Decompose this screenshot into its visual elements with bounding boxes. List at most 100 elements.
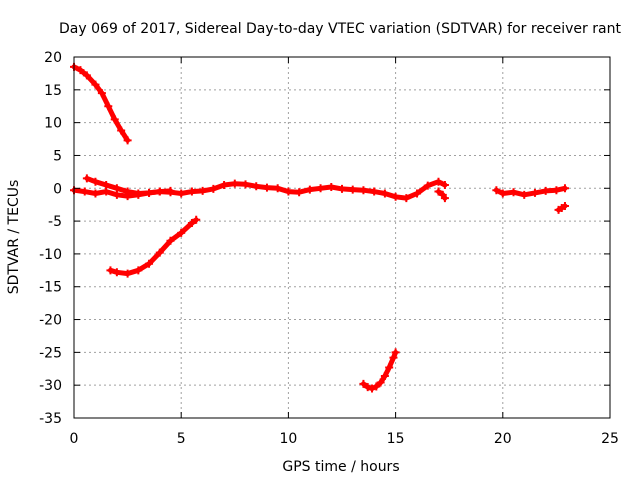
data-point bbox=[359, 186, 368, 195]
data-point bbox=[389, 353, 398, 362]
data-point bbox=[112, 268, 121, 277]
data-point bbox=[155, 248, 164, 257]
x-tick-label: 0 bbox=[70, 431, 79, 447]
y-tick-label: 10 bbox=[44, 116, 62, 132]
data-point bbox=[370, 187, 379, 196]
series-morning-low bbox=[106, 215, 201, 278]
data-point bbox=[368, 384, 377, 393]
data-point bbox=[402, 194, 411, 203]
data-point bbox=[560, 184, 569, 193]
data-point bbox=[177, 228, 186, 237]
data-point bbox=[82, 71, 91, 80]
data-point bbox=[187, 187, 196, 196]
y-tick-label: -10 bbox=[39, 247, 62, 263]
y-tick-label: 0 bbox=[53, 181, 62, 197]
y-tick-label: 5 bbox=[53, 148, 62, 164]
y-tick-labels: -35 -30 -25 -20 -15 -10 -5 0 5 10 15 20 bbox=[39, 50, 62, 427]
data-point bbox=[520, 190, 529, 199]
data-point bbox=[273, 184, 282, 193]
data-point bbox=[552, 186, 561, 195]
grid-lines bbox=[74, 57, 610, 418]
data-point bbox=[134, 266, 143, 275]
y-tick-label: 20 bbox=[44, 50, 62, 66]
data-point bbox=[220, 180, 229, 189]
data-point bbox=[166, 186, 175, 195]
data-point bbox=[434, 177, 443, 186]
data-point bbox=[372, 382, 381, 391]
y-tick-label: -20 bbox=[39, 313, 62, 329]
data-point bbox=[391, 192, 400, 201]
y-tick-label: 15 bbox=[44, 83, 62, 99]
data-point bbox=[177, 189, 186, 198]
data-point bbox=[338, 184, 346, 193]
data-point bbox=[97, 89, 106, 98]
data-point bbox=[376, 378, 385, 387]
data-point bbox=[327, 182, 336, 191]
data-point bbox=[106, 266, 115, 275]
y-tick-label: -30 bbox=[39, 378, 62, 394]
data-point bbox=[241, 180, 250, 189]
data-point bbox=[91, 177, 100, 186]
data-point bbox=[192, 215, 201, 224]
data-point bbox=[509, 188, 518, 197]
data-point bbox=[82, 174, 91, 183]
data-point bbox=[380, 371, 389, 380]
data-point bbox=[492, 186, 501, 195]
data-point bbox=[91, 189, 100, 198]
data-point bbox=[91, 80, 100, 89]
data-point bbox=[434, 187, 443, 196]
data-point bbox=[440, 194, 449, 203]
data-point bbox=[541, 186, 550, 195]
data-point bbox=[155, 187, 164, 196]
y-axis-label: SDTVAR / TECUs bbox=[6, 180, 22, 295]
x-tick-labels: 0 5 10 15 20 25 bbox=[70, 431, 619, 447]
plot-frame bbox=[73, 56, 611, 419]
data-point bbox=[305, 185, 314, 194]
data-point bbox=[102, 180, 111, 189]
data-point bbox=[80, 187, 89, 196]
data-point bbox=[76, 66, 85, 75]
y-tick-label: -5 bbox=[48, 214, 62, 230]
x-axis-label: GPS time / hours bbox=[282, 459, 399, 475]
data-point bbox=[110, 115, 119, 124]
x-tick-label: 5 bbox=[177, 431, 186, 447]
x-tick-label: 25 bbox=[601, 431, 619, 447]
x-tick-label: 10 bbox=[279, 431, 297, 447]
data-point bbox=[348, 185, 357, 194]
data-point bbox=[295, 188, 304, 197]
data-point bbox=[316, 184, 325, 193]
data-point bbox=[530, 188, 539, 197]
y-tick-label: -25 bbox=[39, 345, 62, 361]
series-late-drop bbox=[554, 201, 569, 214]
data-point bbox=[391, 348, 400, 357]
data-point bbox=[123, 136, 132, 145]
series-tail-segment bbox=[434, 187, 449, 203]
data-point bbox=[252, 182, 261, 191]
data-point bbox=[209, 184, 218, 193]
data-point bbox=[123, 187, 132, 196]
data-point bbox=[359, 379, 368, 388]
x-tick-label: 20 bbox=[494, 431, 512, 447]
data-point bbox=[117, 126, 126, 135]
data-point bbox=[104, 102, 113, 111]
data-point bbox=[112, 184, 121, 193]
data-point bbox=[423, 181, 432, 190]
data-point bbox=[166, 236, 175, 245]
data-point bbox=[262, 183, 271, 192]
data-point bbox=[440, 180, 449, 189]
data-point bbox=[284, 187, 293, 196]
data-point bbox=[498, 189, 507, 198]
data-point bbox=[145, 188, 154, 197]
data-point bbox=[145, 259, 154, 268]
data-point bbox=[187, 219, 196, 228]
series-late-band bbox=[492, 184, 569, 199]
x-tick-label: 15 bbox=[387, 431, 405, 447]
chart-title: Day 069 of 2017, Sidereal Day-to-day VTE… bbox=[59, 21, 621, 37]
data-point bbox=[560, 201, 569, 210]
data-point bbox=[363, 383, 372, 392]
series-trace bbox=[107, 217, 199, 277]
data-point bbox=[134, 189, 143, 198]
y-tick-label: -15 bbox=[39, 280, 62, 296]
